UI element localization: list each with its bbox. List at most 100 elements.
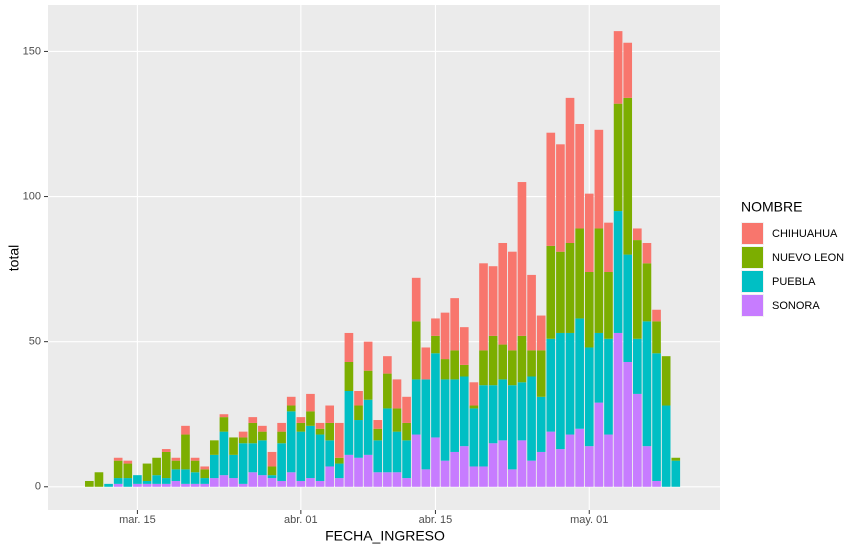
bar-segment	[421, 347, 431, 380]
bar-segment	[238, 431, 248, 438]
legend-key	[742, 223, 763, 244]
bar-segment	[431, 437, 440, 487]
bar-segment	[219, 417, 229, 432]
bar-segment	[171, 480, 181, 487]
bar-segment	[584, 193, 594, 273]
bar-segment	[181, 483, 190, 487]
bar-segment	[344, 391, 354, 455]
bar-segment	[450, 350, 459, 380]
bar-segment	[161, 449, 171, 452]
bar-segment	[594, 129, 604, 229]
bar-segment	[469, 466, 479, 487]
bar-segment	[536, 451, 546, 487]
y-tick-label: 100	[23, 190, 41, 202]
bar-segment	[613, 103, 623, 212]
bar-segment	[623, 97, 633, 255]
bar-segment	[584, 272, 594, 348]
bar-segment	[440, 312, 450, 360]
bar-segment	[383, 373, 392, 409]
bar-segment	[152, 475, 161, 484]
bar-segment	[402, 478, 411, 487]
bar-segment	[104, 483, 113, 487]
legend-label: NUEVO LEON	[772, 252, 844, 264]
bar-segment	[632, 228, 642, 241]
bar-segment	[575, 228, 584, 319]
legend-key	[742, 247, 763, 268]
bar-segment	[354, 420, 363, 458]
bar-segment	[392, 472, 402, 487]
bar-segment	[315, 434, 325, 481]
bar-segment	[152, 457, 161, 476]
bar-segment	[623, 254, 633, 362]
bar-segment	[392, 431, 402, 473]
bar-segment	[315, 480, 325, 487]
bar-segment	[594, 332, 604, 403]
bar-segment	[219, 431, 229, 476]
bar-segment	[306, 425, 315, 479]
bar-segment	[508, 385, 517, 470]
bar-segment	[258, 475, 267, 487]
bar-segment	[488, 443, 498, 487]
bar-segment	[440, 379, 450, 461]
bar-segment	[209, 440, 219, 455]
bar-segment	[258, 440, 267, 476]
bar-segment	[238, 443, 248, 484]
bar-segment	[517, 182, 527, 336]
bar-segment	[604, 434, 613, 487]
legend-label: SONORA	[772, 300, 820, 312]
bar-segment	[661, 356, 671, 406]
bar-segment	[421, 469, 431, 487]
bar-segment	[306, 411, 315, 426]
bar-segment	[498, 379, 508, 441]
bar-segment	[584, 446, 594, 487]
bar-segment	[200, 483, 210, 487]
bar-segment	[594, 228, 604, 333]
bar-segment	[594, 402, 604, 487]
bar-segment	[286, 405, 296, 412]
bar-segment	[161, 483, 171, 487]
bar-segment	[652, 321, 661, 354]
bar-segment	[123, 463, 133, 479]
bar-segment	[652, 353, 661, 481]
bar-segment	[238, 437, 248, 444]
bar-segment	[248, 472, 258, 487]
bar-segment	[421, 379, 431, 470]
bar-segment	[613, 31, 623, 104]
bar-segment	[190, 472, 200, 484]
bar-segment	[181, 425, 190, 435]
bar-segment	[171, 469, 181, 481]
bar-segment	[133, 483, 142, 487]
bar-segment	[671, 460, 681, 487]
bar-segment	[248, 417, 258, 423]
bar-segment	[517, 335, 527, 383]
bar-segment	[190, 460, 200, 473]
bar-segment	[652, 480, 661, 487]
bar-segment	[508, 469, 517, 487]
bar-segment	[344, 454, 354, 487]
bar-segment	[296, 480, 306, 487]
bar-segment	[142, 480, 152, 484]
bar-segment	[142, 483, 152, 487]
bar-segment	[431, 335, 440, 354]
bar-segment	[200, 478, 210, 484]
x-tick-label: abr. 15	[419, 514, 453, 526]
bar-segment	[565, 242, 575, 333]
bar-segment	[373, 440, 383, 473]
bar-segment	[498, 440, 508, 487]
bar-segment	[411, 277, 421, 322]
bar-segment	[479, 350, 488, 386]
bar-segment	[267, 478, 277, 487]
legend-key	[742, 295, 763, 316]
bar-segment	[373, 472, 383, 487]
bar-segment	[459, 446, 469, 487]
bar-segment	[190, 457, 200, 461]
bar-segment	[642, 321, 652, 447]
bar-segment	[623, 361, 633, 487]
bar-segment	[334, 422, 344, 458]
bar-segment	[306, 478, 315, 487]
bar-segment	[229, 437, 238, 455]
bar-segment	[604, 272, 613, 339]
bar-segment	[383, 356, 392, 374]
bar-segment	[469, 382, 479, 406]
bar-segment	[354, 391, 363, 406]
